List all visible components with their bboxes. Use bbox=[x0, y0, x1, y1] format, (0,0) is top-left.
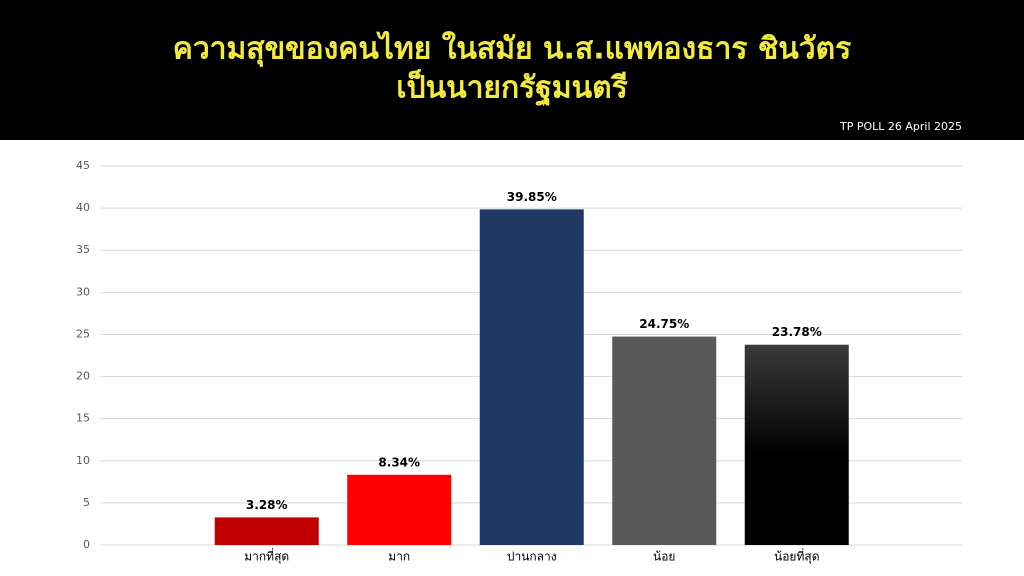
x-tick-label: น้อยที่สุด bbox=[774, 548, 819, 565]
bar bbox=[744, 344, 849, 545]
bar bbox=[214, 517, 319, 545]
chart-title: เป็นนายกรัฐมนตรี bbox=[396, 69, 627, 108]
y-tick-label: 5 bbox=[83, 496, 90, 509]
y-tick-label: 0 bbox=[83, 538, 90, 551]
y-tick-label: 45 bbox=[76, 159, 90, 172]
y-tick-label: 15 bbox=[76, 412, 90, 425]
y-tick-label: 35 bbox=[76, 243, 90, 256]
y-tick-label: 40 bbox=[76, 201, 90, 214]
y-tick-label: 20 bbox=[76, 370, 90, 383]
data-label: 24.75% bbox=[639, 317, 689, 331]
bar bbox=[347, 474, 452, 545]
chart-title: ความสุขของคนไทย ในสมัย น.ส.แพทองธาร ชินว… bbox=[173, 31, 851, 68]
x-tick-label: ปานกลาง bbox=[507, 550, 557, 564]
data-label: 3.28% bbox=[246, 498, 288, 512]
data-label: 39.85% bbox=[507, 190, 557, 204]
y-tick-label: 10 bbox=[76, 454, 90, 467]
data-label: 23.78% bbox=[772, 325, 822, 339]
header-band bbox=[0, 0, 1024, 140]
data-label: 8.34% bbox=[378, 455, 420, 469]
x-tick-label: มากที่สุด bbox=[244, 548, 289, 565]
y-tick-label: 25 bbox=[76, 327, 90, 340]
x-tick-label: มาก bbox=[388, 550, 410, 564]
bar bbox=[612, 336, 717, 545]
bar bbox=[479, 209, 584, 545]
x-tick-label: น้อย bbox=[653, 550, 675, 564]
y-tick-label: 30 bbox=[76, 285, 90, 298]
chart-subtitle: TP POLL 26 April 2025 bbox=[839, 120, 962, 133]
